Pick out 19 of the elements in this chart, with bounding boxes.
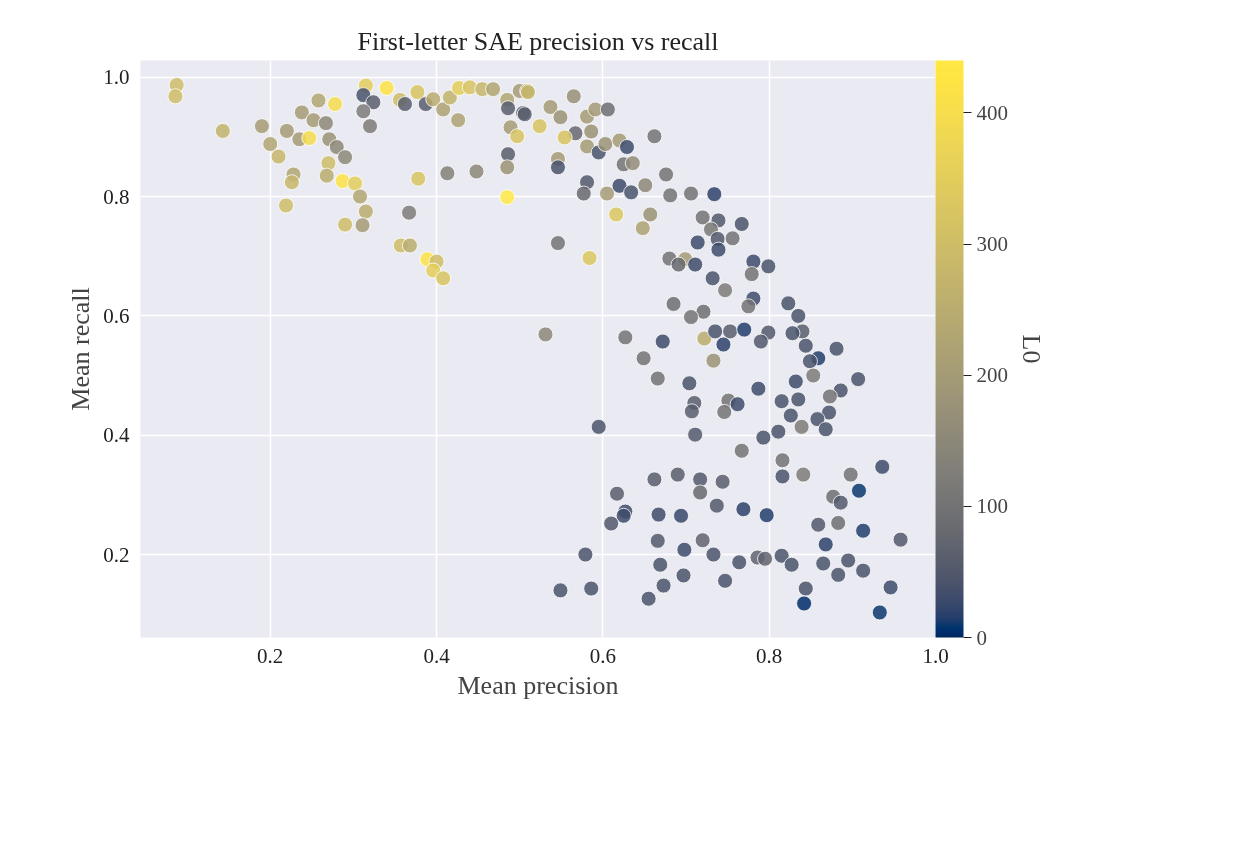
color-bar-label: 300 [976, 232, 1008, 257]
y-axis-title: Mean recall [66, 287, 96, 411]
y-tick-label: 1.0 [103, 65, 130, 90]
y-tick-label: 0.6 [103, 303, 130, 328]
y-tick-label: 0.4 [103, 423, 130, 448]
color-bar-label: 400 [976, 100, 1008, 125]
x-axis-title: Mean precision [457, 670, 619, 700]
y-tick-label: 0.8 [103, 184, 130, 209]
x-tick-label: 0.6 [589, 643, 616, 668]
chart-title: First-letter SAE precision vs recall [357, 26, 719, 56]
color-bar-label: 100 [976, 494, 1008, 519]
x-tick-label: 1.0 [922, 643, 949, 668]
color-bar-title: L0 [1016, 334, 1046, 364]
x-tick-label: 0.4 [423, 643, 451, 668]
y-tick-label: 0.2 [103, 542, 130, 567]
color-bar-label: 0 [976, 625, 987, 650]
color-bar-label: 200 [976, 363, 1008, 388]
x-tick-label: 0.2 [257, 643, 284, 668]
x-tick-label: 0.8 [756, 643, 783, 668]
